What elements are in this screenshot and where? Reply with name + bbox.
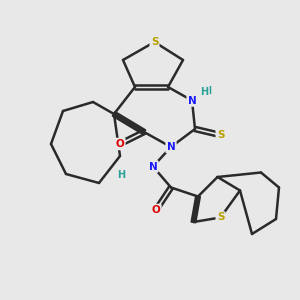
Text: N: N — [167, 142, 176, 152]
Text: H: H — [200, 87, 209, 97]
Text: O: O — [116, 139, 124, 149]
Text: N: N — [148, 161, 158, 172]
Text: O: O — [152, 205, 160, 215]
Text: S: S — [151, 37, 158, 47]
Text: H: H — [117, 170, 126, 181]
Text: H: H — [117, 170, 126, 181]
Text: S: S — [217, 212, 224, 223]
Text: H: H — [203, 86, 211, 97]
Text: S: S — [217, 130, 224, 140]
Text: N: N — [188, 95, 196, 106]
